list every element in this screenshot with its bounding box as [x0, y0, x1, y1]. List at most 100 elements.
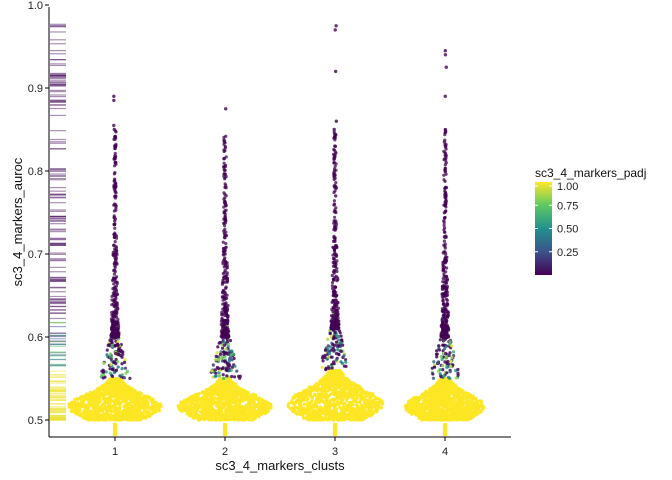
data-point	[346, 409, 350, 413]
data-point	[82, 404, 86, 409]
data-point	[220, 390, 224, 394]
data-point	[113, 226, 117, 230]
data-point	[178, 403, 182, 407]
data-point	[131, 394, 135, 398]
data-point	[130, 400, 134, 404]
data-point	[220, 332, 224, 337]
data-point	[326, 386, 330, 390]
data-point	[233, 375, 237, 379]
data-point	[108, 355, 113, 359]
data-point	[342, 386, 346, 390]
data-point	[76, 401, 80, 405]
data-point	[93, 415, 97, 419]
data-point	[85, 404, 89, 408]
outlier-point	[112, 268, 116, 273]
data-point	[125, 392, 129, 396]
data-point	[133, 417, 137, 421]
data-point	[116, 333, 120, 337]
data-point	[340, 393, 344, 397]
data-point	[95, 402, 100, 406]
data-point	[296, 406, 300, 410]
data-point	[235, 369, 239, 373]
data-point	[209, 418, 213, 422]
data-point	[124, 385, 128, 389]
data-point	[113, 164, 117, 168]
data-point	[142, 410, 147, 414]
data-point	[182, 408, 187, 412]
data-point	[194, 413, 198, 417]
data-point	[105, 412, 109, 416]
data-point	[124, 389, 128, 393]
data-point	[211, 389, 215, 393]
data-point	[225, 401, 230, 406]
data-point	[211, 363, 215, 367]
data-point	[130, 404, 134, 408]
data-point	[355, 406, 360, 411]
data-point	[223, 144, 227, 149]
data-point	[121, 350, 125, 354]
data-point	[316, 412, 320, 416]
data-point	[118, 395, 122, 399]
data-point	[327, 370, 331, 374]
data-point	[90, 391, 94, 395]
data-point	[181, 400, 185, 404]
data-point	[117, 418, 121, 422]
data-point	[289, 400, 293, 404]
outlier-point	[224, 368, 229, 372]
data-point	[206, 393, 210, 397]
data-point	[322, 384, 326, 388]
data-point	[312, 413, 317, 418]
data-point	[136, 399, 140, 403]
data-point	[212, 384, 216, 388]
outlier-point	[224, 327, 228, 331]
outlier-point	[112, 327, 117, 331]
data-point	[127, 390, 131, 394]
data-point	[150, 412, 154, 416]
data-point	[334, 408, 338, 412]
data-point	[73, 408, 77, 413]
data-point	[329, 416, 333, 420]
data-point	[306, 407, 310, 411]
data-point	[291, 395, 295, 400]
data-point	[338, 405, 342, 409]
data-point	[199, 399, 203, 403]
data-point	[375, 397, 379, 401]
data-point	[224, 230, 228, 234]
data-point	[118, 405, 122, 410]
data-point	[224, 395, 228, 399]
data-point	[241, 404, 245, 409]
data-point	[344, 380, 348, 384]
data-point	[360, 409, 364, 413]
data-point	[229, 383, 233, 387]
data-point	[319, 397, 323, 401]
data-point	[224, 274, 228, 279]
data-point	[148, 396, 152, 400]
data-point	[320, 390, 324, 394]
data-point	[325, 404, 329, 409]
data-point	[121, 393, 125, 397]
data-point	[215, 392, 219, 396]
data-point	[331, 369, 335, 373]
data-point	[193, 404, 197, 408]
data-point	[109, 382, 113, 386]
data-point	[116, 335, 120, 339]
data-point	[374, 403, 378, 407]
data-point	[236, 407, 240, 411]
data-point	[224, 174, 228, 179]
data-point	[331, 377, 335, 381]
data-point	[365, 390, 369, 394]
data-point	[85, 396, 89, 400]
data-point	[338, 377, 342, 381]
data-point	[89, 414, 93, 418]
data-point	[114, 154, 118, 159]
data-point	[222, 340, 226, 344]
data-point	[338, 372, 342, 376]
data-point	[223, 256, 227, 260]
data-point	[191, 394, 195, 398]
data-point	[230, 374, 234, 379]
outlier-point	[112, 293, 116, 298]
data-point	[234, 384, 238, 388]
data-point	[369, 402, 373, 406]
data-point	[339, 399, 344, 403]
rug-layer	[50, 23, 448, 436]
